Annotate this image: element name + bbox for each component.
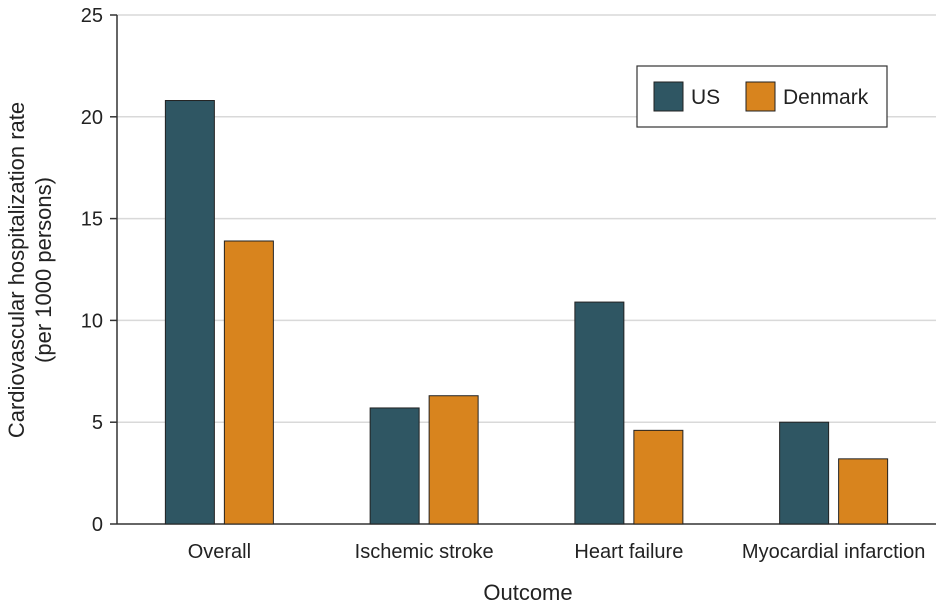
legend-swatch-denmark — [745, 81, 776, 112]
bar-us-overall — [164, 100, 215, 525]
y-axis-title-line2: (per 1000 persons) — [31, 177, 56, 363]
y-axis-title: Cardiovascular hospitalization rate (per… — [4, 102, 56, 438]
legend: US Denmark — [636, 65, 888, 128]
y-tick-label: 10 — [81, 310, 103, 332]
bar-us-heart-failure — [574, 301, 625, 525]
y-tick-label: 25 — [81, 5, 103, 27]
y-tick-label: 15 — [81, 209, 103, 231]
y-tick-label: 5 — [92, 412, 103, 434]
bar-denmark-overall — [223, 240, 274, 525]
y-tick-label: 0 — [92, 514, 103, 536]
x-tick-label: Overall — [188, 541, 251, 563]
legend-label-denmark: Denmark — [783, 86, 869, 109]
tick-labels: 0 5 10 15 20 25 Overall Ischemic stroke Heart fa… — [81, 5, 926, 563]
bar-denmark-heart-failure — [633, 429, 684, 525]
x-tick-label: Heart failure — [574, 541, 683, 563]
bars — [164, 100, 889, 525]
y-tick-label: 20 — [81, 107, 103, 129]
x-axis-title: Outcome — [483, 580, 572, 605]
legend-swatch-us — [653, 81, 684, 112]
legend-label-us: US — [691, 86, 720, 109]
bar-denmark-ischemic-stroke — [428, 395, 479, 525]
x-tick-label: Myocardial infarction — [742, 541, 925, 563]
bar-denmark-myocardial-infarction — [838, 458, 889, 525]
bar-us-ischemic-stroke — [369, 407, 420, 525]
bar-us-myocardial-infarction — [779, 421, 830, 525]
y-axis-title-line1: Cardiovascular hospitalization rate — [4, 102, 29, 438]
x-tick-label: Ischemic stroke — [355, 541, 494, 563]
